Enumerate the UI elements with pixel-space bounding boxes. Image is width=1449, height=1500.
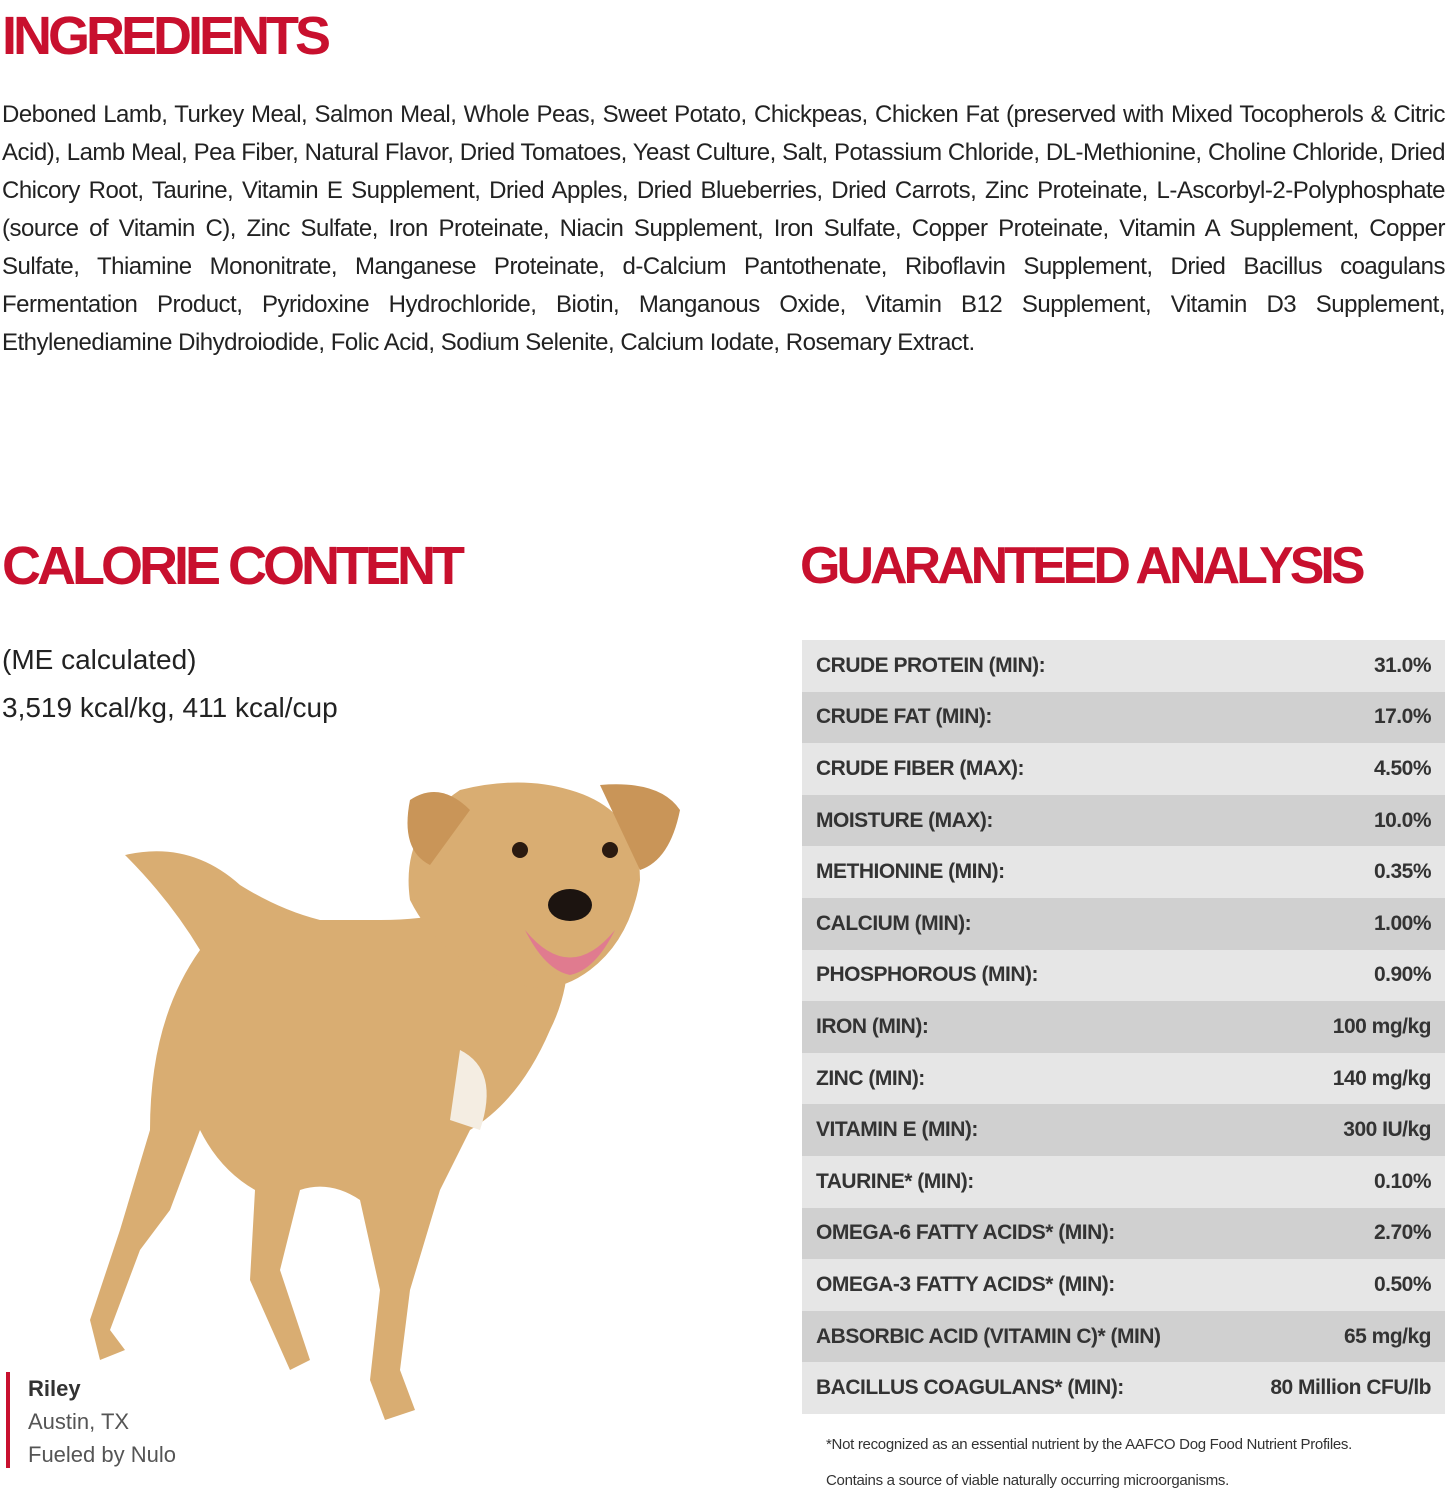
nutrient-value: 80 Million CFU/lb (1270, 1376, 1431, 1400)
analysis-row: ZINC (MIN): 140 mg/kg (802, 1052, 1445, 1105)
analysis-row: TAURINE* (MIN): 0.10% (802, 1155, 1445, 1208)
nutrient-label: CRUDE PROTEIN (MIN): (816, 653, 1046, 677)
analysis-row: BACILLUS COAGULANS* (MIN): 80 Million CFU… (802, 1362, 1445, 1414)
ingredients-title: INGREDIENTS (2, 6, 331, 66)
nutrient-label: PHOSPHOROUS (MIN): (816, 963, 1039, 987)
nutrient-label: CALCIUM (MIN): (816, 911, 972, 935)
nutrient-value: 0.35% (1373, 860, 1432, 884)
nutrient-value: 0.90% (1373, 963, 1432, 987)
nutrient-value: 0.10% (1373, 1169, 1432, 1193)
nutrient-value: 17.0% (1373, 705, 1432, 729)
nutrient-label: CRUDE FAT (MIN): (816, 705, 992, 729)
nutrient-label: VITAMIN E (MIN): (816, 1118, 978, 1142)
calorie-values: 3,519 kcal/kg, 411 kcal/cup (2, 692, 338, 723)
footnote-aafco: *Not recognized as an essential nutrient… (826, 1436, 1352, 1453)
analysis-row: CALCIUM (MIN): 1.00% (802, 897, 1445, 950)
nutrient-label: IRON (MIN): (816, 1014, 929, 1038)
dog-tagline: Fueled by Nulo (28, 1442, 176, 1467)
calorie-content-title: CALORIE CONTENT (2, 536, 465, 596)
analysis-row: CRUDE FAT (MIN): 17.0% (802, 691, 1445, 744)
nutrient-value: 300 IU/kg (1343, 1118, 1431, 1142)
nutrient-value: 4.50% (1373, 756, 1432, 780)
nutrient-label: CRUDE FIBER (MAX): (816, 756, 1024, 780)
ingredients-text: Deboned Lamb, Turkey Meal, Salmon Meal, … (2, 101, 1446, 356)
analysis-row: OMEGA-6 FATTY ACIDS* (MIN): 2.70% (802, 1207, 1445, 1260)
nutrient-label: BACILLUS COAGULANS* (MIN): (816, 1376, 1124, 1400)
dog-caption: Riley Austin, TX Fueled by Nulo (6, 1372, 176, 1468)
analysis-row: OMEGA-3 FATTY ACIDS* (MIN): 0.50% (802, 1259, 1445, 1311)
nutrient-value: 2.70% (1373, 1221, 1432, 1245)
calorie-content: (ME calculated) 3,519 kcal/kg, 411 kcal/… (2, 636, 762, 732)
nutrient-label: MOISTURE (MAX): (816, 808, 993, 832)
analysis-row: CRUDE FIBER (MAX): 4.50% (802, 743, 1445, 795)
nutrient-label: ABSORBIC ACID (VITAMIN C)* (MIN) (816, 1324, 1161, 1348)
guaranteed-analysis-title: GUARANTEED ANALYSIS (800, 537, 1366, 595)
nutrient-value: 0.50% (1373, 1272, 1432, 1296)
nutrient-label: OMEGA-6 FATTY ACIDS* (MIN): (816, 1221, 1115, 1245)
analysis-row: IRON (MIN): 100 mg/kg (802, 1001, 1445, 1053)
analysis-table: CRUDE PROTEIN (MIN): 31.0% CRUDE FAT (MIN)… (802, 640, 1445, 1414)
nutrient-label: ZINC (MIN): (816, 1066, 925, 1090)
calorie-method: (ME calculated) (2, 644, 197, 675)
analysis-row: ABSORBIC ACID (VITAMIN C)* (MIN) 65 mg/kg (802, 1310, 1445, 1363)
nutrient-value: 100 mg/kg (1332, 1014, 1432, 1038)
analysis-row: VITAMIN E (MIN): 300 IU/kg (802, 1104, 1445, 1156)
nutrient-value: 1.00% (1373, 911, 1432, 935)
footnote-microorganisms: Contains a source of viable naturally oc… (826, 1472, 1229, 1489)
dog-name: Riley (28, 1376, 81, 1401)
nutrient-value: 10.0% (1373, 808, 1432, 832)
nutrient-label: OMEGA-3 FATTY ACIDS* (MIN): (816, 1272, 1115, 1296)
analysis-row: MOISTURE (MAX): 10.0% (802, 794, 1445, 847)
nutrient-label: METHIONINE (MIN): (816, 860, 1005, 884)
nutrient-label: TAURINE* (MIN): (816, 1169, 974, 1193)
analysis-row: METHIONINE (MIN): 0.35% (802, 846, 1445, 898)
dog-photo (90, 782, 680, 1420)
analysis-row: CRUDE PROTEIN (MIN): 31.0% (802, 640, 1445, 692)
nutrient-value: 140 mg/kg (1332, 1066, 1432, 1090)
nutrient-value: 65 mg/kg (1343, 1324, 1432, 1348)
analysis-row: PHOSPHOROUS (MIN): 0.90% (802, 949, 1445, 1002)
nutrient-value: 31.0% (1373, 653, 1432, 677)
dog-location: Austin, TX (28, 1409, 130, 1434)
